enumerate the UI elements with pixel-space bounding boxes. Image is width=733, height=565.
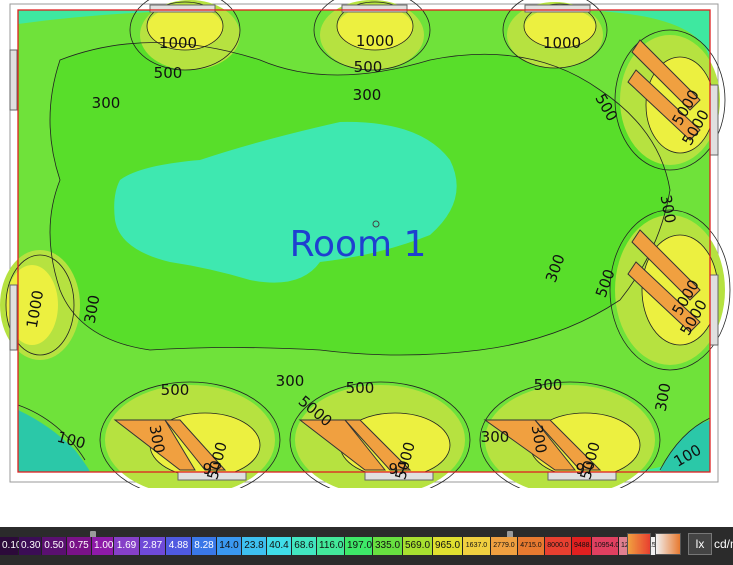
isoline-label: 500 bbox=[154, 64, 183, 82]
zone-below-300 bbox=[114, 121, 457, 283]
isoline-label: 300 bbox=[481, 428, 510, 446]
scale-value-cell[interactable]: 4.88 bbox=[166, 537, 192, 555]
luminaires bbox=[113, 39, 701, 471]
scale-value-cell[interactable]: 116.0 bbox=[317, 537, 345, 555]
luminaire-right-upper-b bbox=[627, 69, 701, 141]
scale-value-cell[interactable]: 68.6 bbox=[292, 537, 317, 555]
isoline-label: 300 bbox=[353, 86, 382, 104]
isoline-label: 500 bbox=[534, 376, 563, 394]
luminaire-bottom-center-a bbox=[298, 419, 387, 471]
isoline-label: 1000 bbox=[543, 34, 581, 52]
scale-lower-marker[interactable] bbox=[90, 531, 96, 540]
room-label[interactable]: Room 1 bbox=[290, 224, 427, 265]
luminaire-bottom-left-a bbox=[113, 419, 196, 471]
isoline-label: 300 bbox=[81, 293, 104, 324]
scale-value-cell[interactable]: 0.75 bbox=[67, 537, 92, 555]
luminaire-right-lower-a bbox=[631, 229, 701, 301]
false-color-scale-bar: 0.10 0.30 0.50 0.75 1.00 1.69 2.87 4.88 8.28 14.0… bbox=[0, 527, 733, 565]
luminaire-bottom-center-b bbox=[343, 419, 412, 471]
gradient-button[interactable] bbox=[655, 533, 681, 555]
isoline-label: 97 bbox=[202, 460, 221, 478]
isoline-label: 500 bbox=[161, 381, 190, 399]
scale-value-cell[interactable]: 9488.0 bbox=[572, 537, 595, 555]
isoline-label: 500 bbox=[354, 58, 383, 76]
scale-value-cell[interactable]: 4715.0 bbox=[518, 537, 545, 555]
scale-value-cell[interactable]: 335.0 bbox=[373, 537, 403, 555]
corner-zone-right bbox=[660, 420, 710, 472]
isoline-label: 97 bbox=[388, 460, 407, 478]
isoline-label: 300 bbox=[652, 381, 675, 412]
scale-value-cell[interactable]: 40.4 bbox=[267, 537, 292, 555]
unit-lux-button[interactable]: lx bbox=[688, 533, 712, 555]
scale-upper-marker[interactable] bbox=[507, 531, 513, 540]
luminaire-bottom-left-b bbox=[163, 419, 227, 471]
scale-value-cell[interactable]: 1637.0 bbox=[463, 537, 491, 555]
room-center-marker bbox=[372, 220, 380, 228]
palette-button[interactable] bbox=[627, 533, 651, 555]
scale-value-cell[interactable]: 8000.0 bbox=[545, 537, 572, 555]
scale-value-cell[interactable]: 2.87 bbox=[140, 537, 166, 555]
isoline-label: 300 bbox=[657, 193, 680, 224]
scale-value-cell[interactable]: 14.0 bbox=[217, 537, 242, 555]
isoline-label: 300 bbox=[92, 94, 121, 112]
scale-value-cell[interactable]: 0.10 bbox=[0, 537, 21, 555]
scale-value-cell[interactable]: 0.30 bbox=[19, 537, 42, 555]
unit-luminance-label[interactable]: cd/m bbox=[714, 537, 733, 551]
scale-value-cell[interactable]: 10954.0 bbox=[592, 537, 619, 555]
scale-value-cell[interactable]: 2779.0 bbox=[491, 537, 518, 555]
scale-value-cell[interactable]: 1.69 bbox=[114, 537, 140, 555]
scale-value-cell[interactable]: 0.50 bbox=[42, 537, 67, 555]
isoline-label: 1000 bbox=[159, 34, 197, 52]
scale-value-cell[interactable]: 1.00 bbox=[92, 537, 114, 555]
luminaire-right-upper-a bbox=[631, 39, 701, 111]
scale-value-cell[interactable]: 965.0 bbox=[433, 537, 463, 555]
scale-value-cell[interactable]: 569.0 bbox=[403, 537, 433, 555]
room-boundary bbox=[17, 9, 711, 473]
luminaire-right-lower-b bbox=[627, 261, 701, 333]
pool-top-left-inner bbox=[147, 6, 223, 50]
scale-track: 0.10 0.30 0.50 0.75 1.00 1.69 2.87 4.88 8.28 14.0… bbox=[0, 536, 673, 556]
scale-value-cell[interactable]: 8.28 bbox=[192, 537, 217, 555]
isoline-label: 500 bbox=[346, 379, 375, 397]
pool-top-center-inner bbox=[337, 6, 413, 50]
pool-left-inner bbox=[6, 265, 58, 345]
isoline-label: 97 bbox=[575, 460, 594, 478]
scale-value-cell[interactable]: 23.8 bbox=[242, 537, 267, 555]
isoline-label: 300 bbox=[276, 372, 305, 390]
scale-value-cell[interactable]: 197.0 bbox=[345, 537, 373, 555]
luminaire-bottom-right-b bbox=[533, 419, 602, 471]
isoline-label: 300 bbox=[528, 423, 551, 454]
corner-zone-left bbox=[18, 410, 90, 472]
isoline-label: 300 bbox=[146, 423, 169, 454]
pool-top-right-inner bbox=[524, 8, 596, 48]
luminaire-bottom-right-a bbox=[483, 419, 577, 471]
floor-plan-view[interactable]: 1000 1000 1000 500 500 300 300 500 5000 5000 5000 5… bbox=[0, 0, 733, 488]
isoline-label: 1000 bbox=[356, 32, 394, 50]
